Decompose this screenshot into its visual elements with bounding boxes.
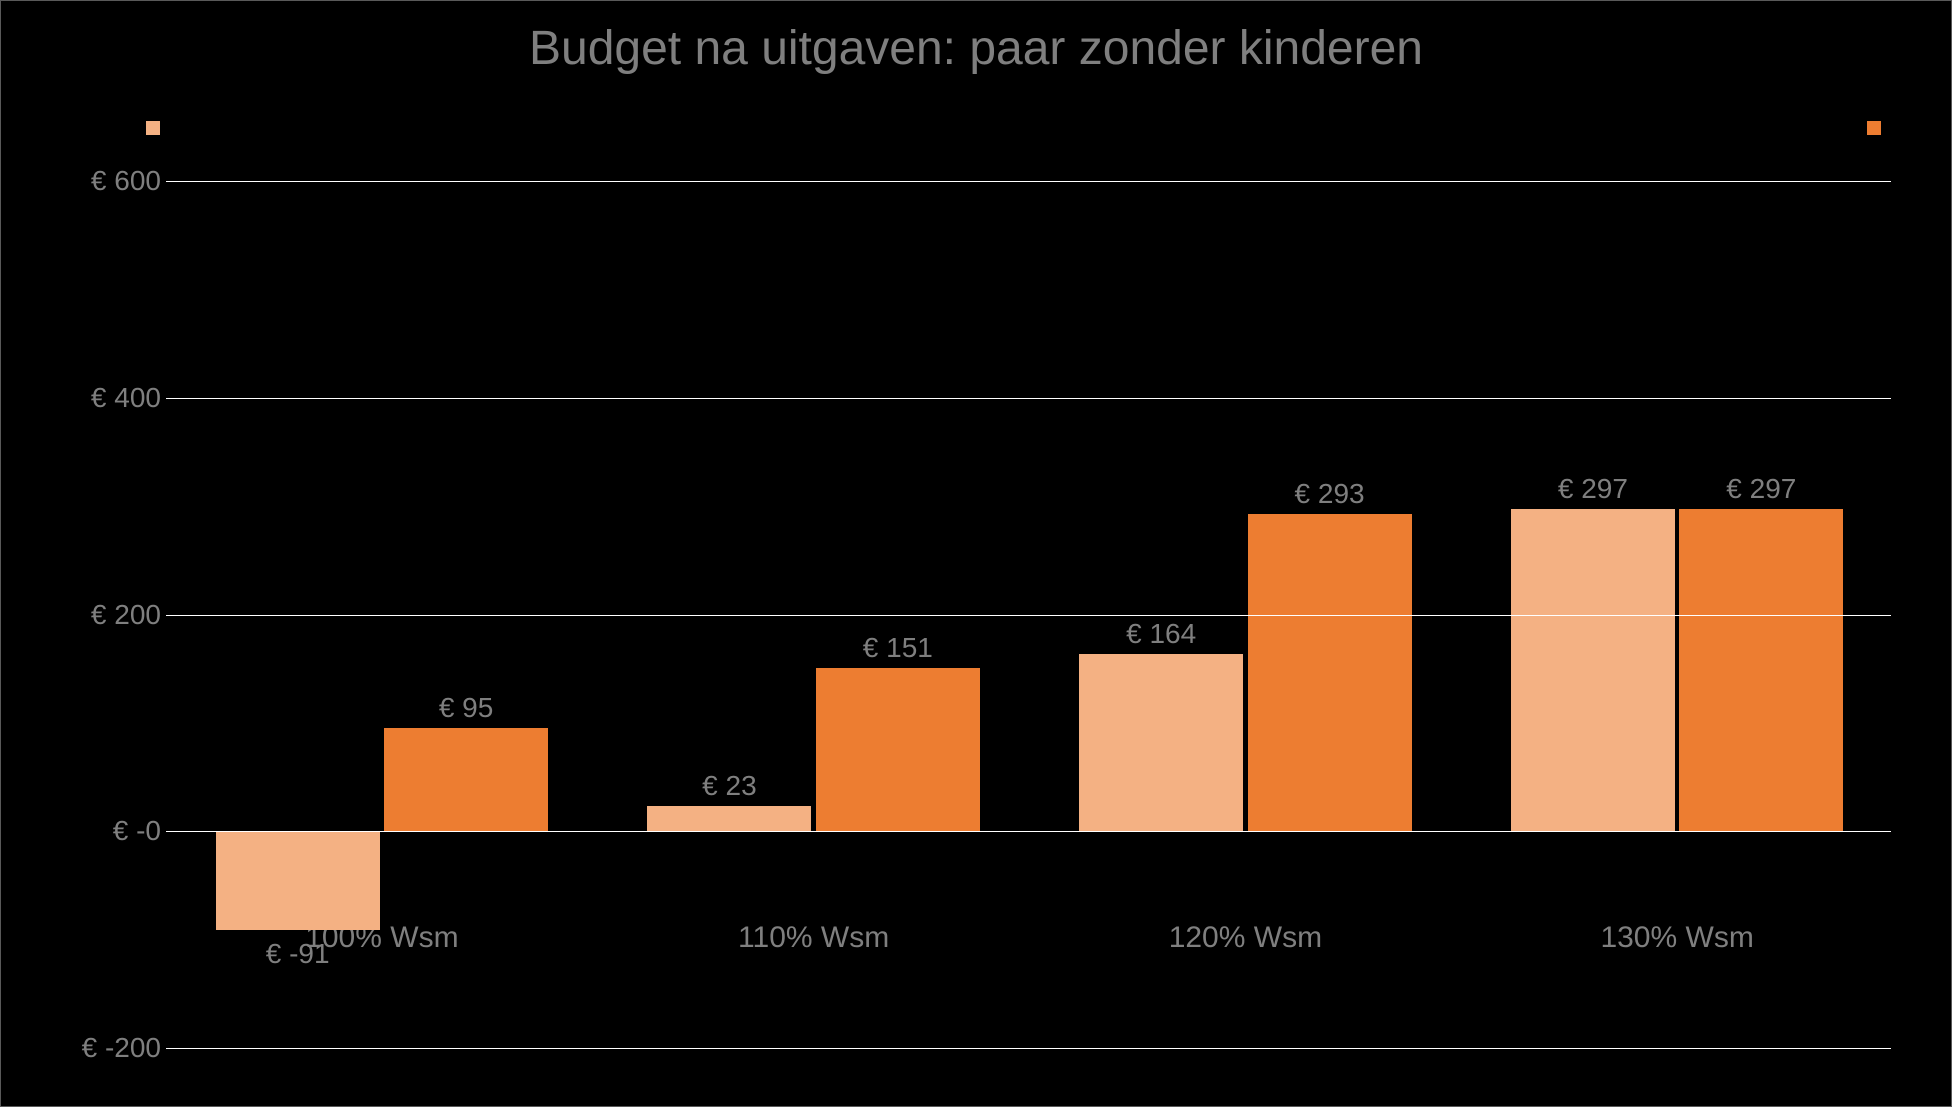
y-tick-label: € 400 [61,382,161,414]
gridline [166,398,1891,399]
gridline [166,181,1891,182]
x-tick-label: 130% Wsm [1600,921,1753,955]
bars-area: 100% Wsm€ -91€ 95110% Wsm€ 23€ 151120% W… [166,181,1891,1046]
bar [816,668,980,832]
bar [1079,654,1243,832]
bar [1679,509,1843,831]
legend-marker-icon [1867,121,1881,135]
chart-legend [146,121,1891,135]
bar-value-label: € 297 [1558,473,1628,505]
bar-value-label: € 164 [1126,618,1196,650]
legend-item-1 [1867,121,1891,135]
bar [1511,509,1675,831]
bar-value-label: € 297 [1726,473,1796,505]
bar-value-label: € 23 [702,770,757,802]
y-tick-label: € -0 [61,815,161,847]
x-tick-label: 110% Wsm [738,921,889,955]
bar [384,728,548,831]
gridline [166,831,1891,832]
budget-bar-chart: Budget na uitgaven: paar zonder kinderen… [0,0,1952,1107]
y-tick-label: € 600 [61,165,161,197]
bar [1248,514,1412,832]
x-tick-label: 120% Wsm [1169,921,1322,955]
y-tick-label: € -200 [61,1032,161,1064]
y-axis: € -200€ -0€ 200€ 400€ 600 [61,181,161,1046]
bar [647,806,811,831]
bar-value-label: € -91 [266,938,330,970]
gridline [166,615,1891,616]
legend-marker-icon [146,121,160,135]
bar [216,831,380,930]
legend-item-0 [146,121,1787,135]
chart-title: Budget na uitgaven: paar zonder kinderen [1,21,1951,76]
bar-value-label: € 293 [1295,478,1365,510]
gridline [166,1048,1891,1049]
plot-area: € -200€ -0€ 200€ 400€ 600 100% Wsm€ -91€… [166,181,1891,1046]
bar-value-label: € 151 [863,632,933,664]
y-tick-label: € 200 [61,599,161,631]
bar-value-label: € 95 [439,692,494,724]
